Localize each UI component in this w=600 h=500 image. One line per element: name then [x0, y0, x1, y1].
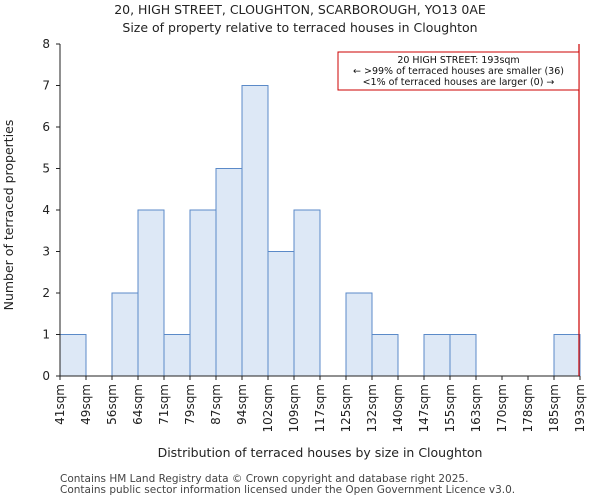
x-tick-label-125sqm: 125sqm [339, 384, 353, 432]
bar-56sqm [111, 292, 139, 377]
bar-109sqm [293, 209, 321, 377]
bar-185sqm [553, 334, 581, 377]
x-tick-label-71sqm: 71sqm [157, 384, 171, 425]
bar-71sqm [163, 334, 191, 377]
x-tick-label-155sqm: 155sqm [443, 384, 457, 432]
x-tick-label-49sqm: 49sqm [79, 384, 93, 425]
x-tick-label-185sqm: 185sqm [547, 384, 561, 432]
y-tick-label-4: 4 [42, 203, 50, 217]
x-tick-label-140sqm: 140sqm [391, 384, 405, 432]
bar-125sqm [345, 292, 373, 377]
x-axis-label: Distribution of terraced houses by size … [158, 445, 483, 460]
x-tick-label-193sqm: 193sqm [573, 384, 587, 432]
y-tick-label-5: 5 [42, 162, 50, 176]
x-tick-label-163sqm: 163sqm [469, 384, 483, 432]
x-tick-label-56sqm: 56sqm [105, 384, 119, 425]
footer-licence: Contains public sector information licen… [60, 484, 516, 496]
bar-87sqm [215, 168, 243, 377]
y-tick-label-7: 7 [42, 79, 50, 93]
y-tick-label-1: 1 [42, 328, 50, 342]
x-tick-label-79sqm: 79sqm [183, 384, 197, 425]
x-tick-label-170sqm: 170sqm [495, 384, 509, 432]
y-tick-label-2: 2 [42, 286, 50, 300]
x-tick-label-117sqm: 117sqm [313, 384, 327, 432]
bar-94sqm [241, 85, 269, 377]
y-axis-label: Number of terraced properties [1, 120, 16, 311]
x-tick-label-147sqm: 147sqm [417, 384, 431, 432]
x-tick-label-102sqm: 102sqm [261, 384, 275, 432]
annotation-line-1: 20 HIGH STREET: 193sqm [397, 55, 519, 66]
annotation-box [337, 51, 580, 91]
bar-102sqm [267, 251, 295, 377]
bar-155sqm [449, 334, 477, 377]
x-tick-label-109sqm: 109sqm [287, 384, 301, 432]
x-tick-label-64sqm: 64sqm [131, 384, 145, 425]
x-tick-label-94sqm: 94sqm [235, 384, 249, 425]
x-tick-label-178sqm: 178sqm [521, 384, 535, 432]
x-tick-label-41sqm: 41sqm [53, 384, 67, 425]
annotation-line-3: <1% of terraced houses are larger (0) → [363, 77, 555, 88]
y-tick-label-8: 8 [42, 37, 50, 51]
x-tick-label-132sqm: 132sqm [365, 384, 379, 432]
bar-79sqm [189, 209, 217, 377]
bar-132sqm [371, 334, 399, 377]
y-tick-label-3: 3 [42, 245, 50, 259]
x-tick-label-87sqm: 87sqm [209, 384, 223, 425]
bar-64sqm [137, 209, 165, 377]
annotation-line-2: ← >99% of terraced houses are smaller (3… [353, 66, 564, 77]
bar-147sqm [423, 334, 451, 377]
y-tick-label-6: 6 [42, 120, 50, 134]
footer-copyright: Contains HM Land Registry data © Crown c… [60, 473, 469, 485]
chart-title: 20, HIGH STREET, CLOUGHTON, SCARBOROUGH,… [114, 2, 486, 17]
bar-41sqm [59, 334, 87, 377]
chart-subtitle: Size of property relative to terraced ho… [122, 20, 478, 35]
y-tick-label-0: 0 [42, 369, 50, 383]
